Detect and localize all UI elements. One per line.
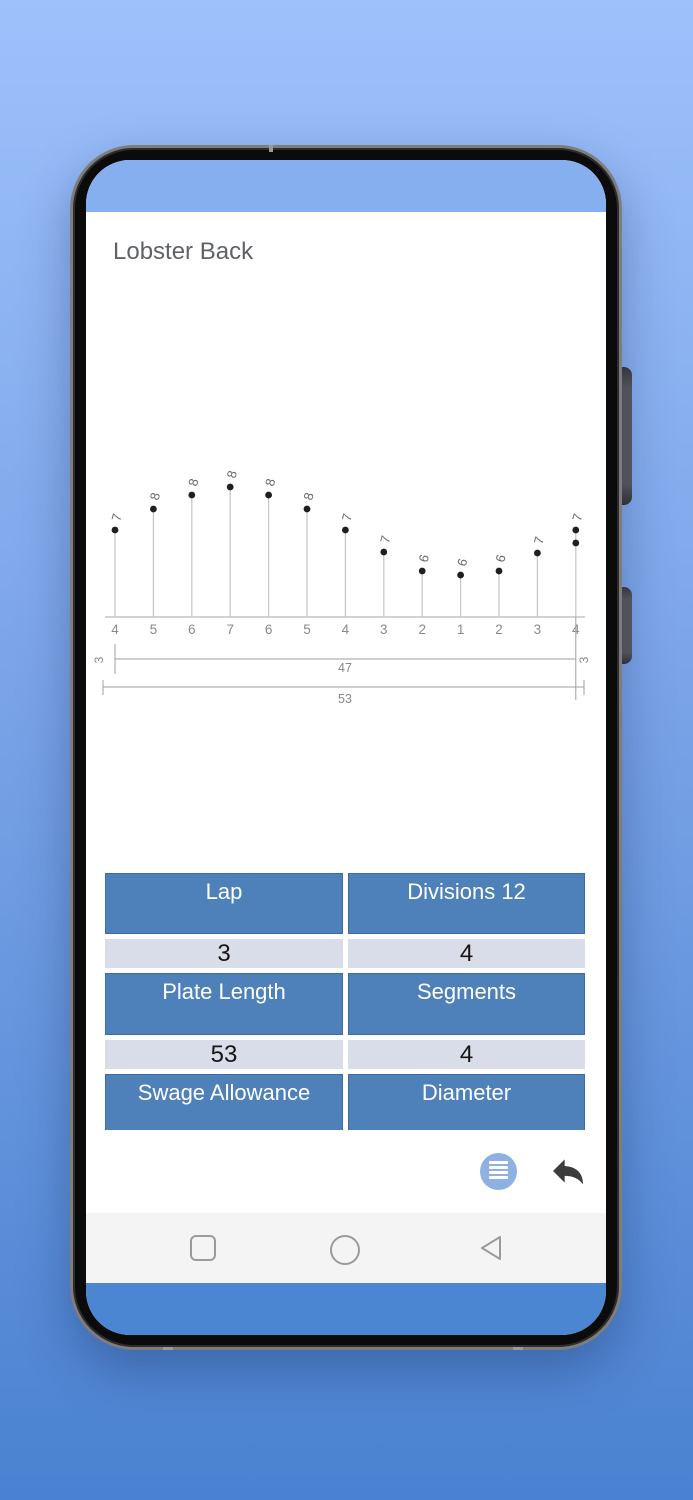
svg-text:4: 4 [111, 622, 119, 637]
svg-text:53: 53 [338, 692, 352, 706]
parameters-table: Lap Divisions 12 3 4 Plate Length Segments 53 4… [105, 873, 585, 1130]
svg-text:8: 8 [300, 491, 316, 502]
svg-text:8: 8 [185, 477, 201, 488]
phone-screen: Lobster Back 748586878685747362616273744… [86, 160, 606, 1335]
svg-text:7: 7 [339, 512, 355, 523]
svg-text:7: 7 [226, 622, 234, 637]
table-header-cell: Lap [105, 873, 343, 934]
svg-text:3: 3 [380, 622, 388, 637]
table-value-cell[interactable]: 4 [348, 939, 585, 968]
antenna-notch [513, 1347, 523, 1350]
bottom-actions-bar [86, 1130, 606, 1213]
svg-text:3: 3 [577, 656, 591, 663]
svg-text:6: 6 [416, 553, 432, 564]
back-triangle-icon[interactable] [477, 1234, 505, 1262]
svg-text:5: 5 [303, 622, 311, 637]
svg-text:7: 7 [531, 535, 547, 546]
svg-text:2: 2 [418, 622, 426, 637]
bottom-accent-band [86, 1283, 606, 1335]
table-value-cell[interactable]: 53 [105, 1040, 343, 1069]
table-header-cell: Segments [348, 973, 585, 1035]
page-title: Lobster Back [113, 238, 254, 265]
svg-text:7: 7 [108, 512, 124, 523]
table-header-cell: Plate Length [105, 973, 343, 1035]
status-bar [86, 160, 606, 212]
svg-text:4: 4 [342, 622, 350, 637]
phone-frame: Lobster Back 748586878685747362616273744… [70, 145, 622, 1350]
undo-button[interactable] [548, 1151, 588, 1191]
svg-text:7: 7 [377, 534, 393, 545]
svg-text:6: 6 [188, 622, 196, 637]
android-nav-bar [86, 1213, 606, 1283]
svg-text:6: 6 [454, 557, 470, 568]
development-chart-area: 74858687868574736261627374473353 [86, 291, 606, 873]
svg-text:3: 3 [92, 656, 106, 663]
parameters-table-wrap: Lap Divisions 12 3 4 Plate Length Segments 53 4… [105, 873, 585, 1130]
svg-text:3: 3 [534, 622, 542, 637]
home-circle-icon[interactable] [329, 1234, 361, 1266]
svg-text:1: 1 [457, 622, 465, 637]
svg-text:8: 8 [262, 477, 278, 488]
antenna-notch [269, 145, 273, 152]
svg-text:8: 8 [224, 469, 240, 480]
reply-arrow-icon [553, 1159, 583, 1185]
table-value-cell[interactable]: 3 [105, 939, 343, 968]
app-bar: Lobster Back [86, 212, 606, 292]
svg-text:2: 2 [495, 622, 503, 637]
svg-text:7: 7 [569, 512, 585, 523]
table-header-cell: Diameter [348, 1074, 585, 1130]
svg-text:6: 6 [265, 622, 273, 637]
svg-text:8: 8 [147, 491, 163, 502]
table-header-cell: Divisions 12 [348, 873, 585, 934]
table-header-cell: Swage Allowance [105, 1074, 343, 1130]
svg-text:47: 47 [338, 661, 352, 675]
list-button[interactable] [480, 1153, 517, 1190]
antenna-notch [163, 1347, 173, 1350]
svg-text:5: 5 [150, 622, 158, 637]
profile-chart: 74858687868574736261627374473353 [92, 469, 591, 706]
table-value-cell[interactable]: 4 [348, 1040, 585, 1069]
recents-square-icon[interactable] [189, 1234, 217, 1262]
svg-text:6: 6 [492, 553, 508, 564]
